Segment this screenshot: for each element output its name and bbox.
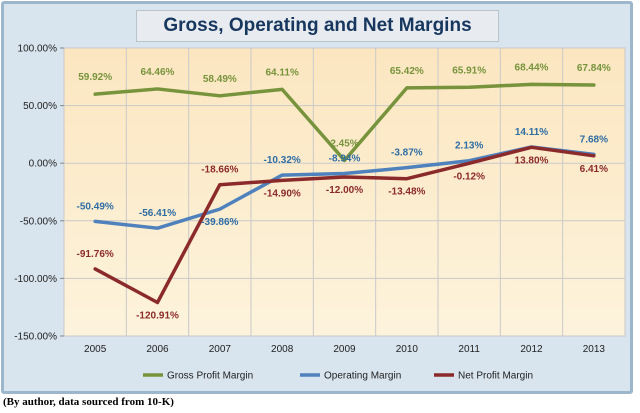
legend-label: Gross Profit Margin bbox=[167, 371, 253, 382]
data-label: 7.68% bbox=[580, 134, 608, 145]
data-label: -10.32% bbox=[264, 155, 301, 166]
data-label: 2.13% bbox=[455, 141, 483, 152]
data-label: 64.11% bbox=[265, 67, 298, 78]
data-label: 68.44% bbox=[515, 62, 549, 73]
data-label: 58.49% bbox=[203, 74, 237, 85]
data-label: 2.45% bbox=[330, 138, 358, 149]
data-label: 13.80% bbox=[515, 155, 549, 166]
data-label: -56.41% bbox=[139, 208, 176, 219]
series-line-gross-profit-margin bbox=[93, 82, 596, 163]
x-tick-label: 2006 bbox=[146, 344, 169, 355]
data-label: 14.11% bbox=[515, 127, 548, 138]
x-tick-label: 2007 bbox=[209, 344, 232, 355]
data-label: -14.90% bbox=[264, 188, 301, 199]
data-label: 65.91% bbox=[452, 65, 486, 76]
data-label: -0.12% bbox=[453, 171, 485, 182]
y-tick-label: -100.00% bbox=[14, 274, 57, 285]
y-tick-label: 100.00% bbox=[18, 44, 58, 55]
data-label: -12.00% bbox=[326, 185, 363, 196]
x-tick-label: 2008 bbox=[271, 344, 294, 355]
data-label: 67.84% bbox=[577, 63, 611, 74]
y-tick-label: 0.00% bbox=[29, 159, 57, 170]
data-label: -3.87% bbox=[391, 148, 423, 159]
legend: Gross Profit Margin Operating Margin Net P… bbox=[143, 371, 533, 382]
source-note: (By author, data sourced from 10-K) bbox=[3, 396, 174, 408]
x-tick-label: 2011 bbox=[458, 344, 480, 355]
legend-label: Operating Margin bbox=[324, 371, 401, 382]
y-tick-label: -50.00% bbox=[20, 216, 57, 227]
x-tick-label: 2012 bbox=[520, 344, 543, 355]
y-axis: 100.00% 50.00% 0.00% -50.00% -100.00% -150.00… bbox=[14, 44, 64, 343]
data-label: 6.41% bbox=[580, 164, 608, 175]
legend-label: Net Profit Margin bbox=[458, 371, 533, 382]
data-label: 64.46% bbox=[141, 67, 175, 78]
x-tick-label: 2010 bbox=[396, 344, 419, 355]
data-label: 65.42% bbox=[390, 66, 424, 77]
y-tick-label: -150.00% bbox=[14, 332, 57, 343]
data-label: 59.92% bbox=[78, 72, 112, 83]
data-label: -91.76% bbox=[77, 249, 114, 260]
series-line-net-profit-margin bbox=[93, 145, 596, 305]
x-tick-label: 2005 bbox=[84, 344, 107, 355]
data-label: -120.91% bbox=[136, 310, 179, 321]
x-tick-label: 2013 bbox=[583, 344, 606, 355]
data-label: -39.86% bbox=[201, 217, 238, 228]
data-label: -8.94% bbox=[329, 153, 361, 164]
gridlines bbox=[63, 47, 626, 337]
data-label: -50.49% bbox=[77, 201, 114, 212]
y-tick-label: 50.00% bbox=[23, 101, 57, 112]
x-axis: 2005 2006 2007 2008 2009 2010 2011 2012 2013 bbox=[84, 344, 605, 355]
data-labels: 59.92% 64.46% 58.49% 64.11% 2.45% 65.42% 65.91… bbox=[77, 62, 611, 321]
chart-title: Gross, Operating and Net Margins bbox=[136, 10, 499, 42]
data-label: -13.48% bbox=[388, 187, 425, 198]
x-tick-label: 2009 bbox=[333, 344, 356, 355]
plot-area bbox=[63, 47, 626, 337]
series-lines bbox=[93, 82, 596, 305]
data-label: -18.66% bbox=[201, 165, 238, 176]
